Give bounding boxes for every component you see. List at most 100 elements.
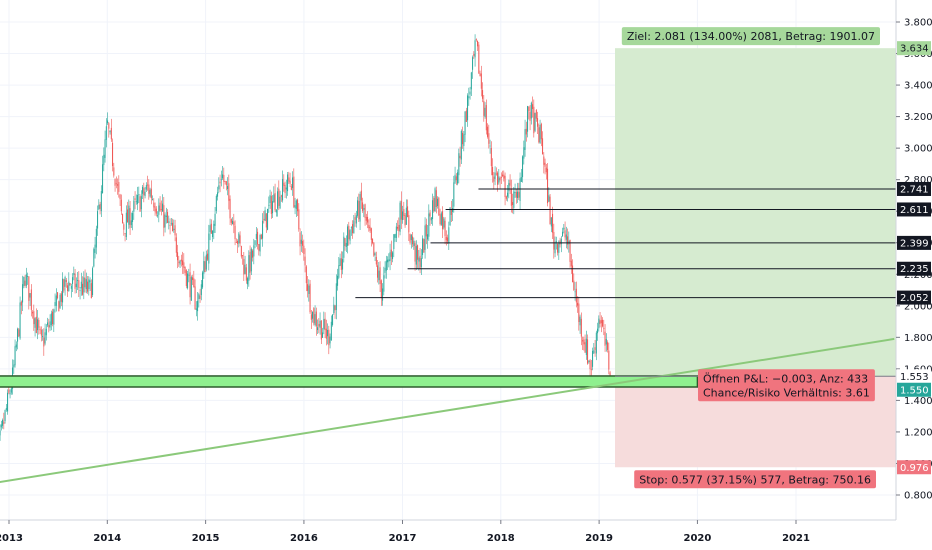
candle-body [350, 227, 352, 229]
candle-body [179, 260, 181, 265]
candle-body [297, 199, 299, 212]
candle-body [463, 134, 465, 147]
candle-body [39, 328, 41, 331]
candle-body [173, 228, 175, 231]
candle-body [508, 183, 510, 192]
candle-body [585, 338, 587, 356]
candle-body [284, 184, 286, 194]
candle-body [494, 172, 496, 179]
candle-body [399, 202, 401, 232]
candle-body [28, 276, 30, 301]
candle-body [563, 227, 565, 230]
candle-body [435, 190, 437, 208]
candle-body [522, 156, 524, 178]
candle-body [80, 281, 82, 289]
candle-body [3, 421, 5, 424]
candle-body [150, 188, 152, 199]
support-zone[interactable] [0, 375, 699, 388]
candle-body [107, 120, 109, 124]
candle-body [34, 318, 36, 328]
candle-body [250, 248, 252, 272]
candle-body [415, 246, 417, 265]
candle-body [117, 184, 119, 186]
trendline[interactable] [0, 337, 895, 484]
candle-body [404, 215, 406, 226]
candle-body [504, 176, 506, 197]
candle-body [593, 350, 595, 354]
price-axis-tick: 3.400 [904, 81, 932, 92]
candle-body [240, 245, 242, 257]
candle-body [30, 289, 32, 310]
candle-body [227, 186, 229, 189]
candle-body [132, 213, 134, 222]
candle-body [369, 226, 371, 231]
candle-body [160, 208, 162, 210]
candle-body [29, 293, 31, 298]
candle-body [410, 234, 412, 241]
target-label-box[interactable]: Ziel: 2.081 (134.00%) 2081, Betrag: 1901… [621, 27, 880, 46]
candle-body [17, 328, 19, 342]
level-tag [897, 261, 931, 276]
candle-body [82, 283, 84, 295]
candle-body [247, 278, 249, 285]
candle-body [85, 279, 87, 290]
candle-body [60, 293, 62, 302]
candle-body [288, 177, 290, 182]
candle-body [605, 338, 607, 345]
candle-body [304, 256, 306, 266]
candle-body [569, 239, 571, 262]
candle-body [104, 139, 106, 158]
candle-body [315, 311, 317, 327]
pnl-label-box[interactable]: Öffnen P&L: −0.003, Anz: 433 Chance/Risi… [698, 369, 875, 402]
candle-body [48, 325, 50, 328]
candle-body [565, 234, 567, 240]
candle-body [520, 177, 522, 182]
candle-body [345, 242, 347, 247]
candle-body [110, 127, 112, 140]
time-axis-bg [0, 520, 896, 550]
level-tag-label: 2.399 [900, 238, 929, 249]
candle-body [573, 280, 575, 291]
candle-body [467, 95, 469, 121]
candle-body [519, 178, 521, 202]
candle-body [63, 279, 65, 291]
candle-body [134, 198, 136, 201]
candle-body [352, 224, 354, 234]
candle-body [19, 302, 21, 339]
candle-body [259, 235, 261, 252]
candle-body [87, 281, 89, 292]
candle-body [35, 316, 37, 333]
candle-body [83, 277, 85, 293]
candle-body [188, 274, 190, 276]
candle-body [550, 217, 552, 227]
stop-label-box[interactable]: Stop: 0.577 (37.15%) 577, Betrag: 750.16 [634, 470, 876, 489]
candle-body [93, 249, 95, 267]
candle-body [223, 174, 225, 182]
position-price-tag-label: 1.550 [900, 385, 929, 396]
target-zone [615, 48, 896, 377]
candle-body [334, 305, 336, 311]
candle-body [483, 100, 485, 116]
candle-body [364, 204, 366, 218]
candle-body [274, 193, 276, 211]
candle-body [217, 192, 219, 197]
candle-body [165, 215, 167, 218]
candle-body [198, 294, 200, 300]
candle-body [529, 111, 531, 121]
candle-body [23, 276, 25, 286]
candle-body [285, 187, 287, 190]
candle-body [294, 205, 296, 208]
candle-body [2, 419, 4, 426]
candle-body [115, 183, 117, 185]
candle-body [418, 257, 420, 262]
candle-body [244, 264, 246, 274]
candle-body [558, 242, 560, 253]
level-tag-label: 2.235 [900, 264, 929, 275]
candle-body [298, 209, 300, 230]
price-axis-tick: 3.800 [904, 18, 932, 29]
candle-body [594, 347, 596, 350]
candle-body [222, 174, 224, 179]
candle-body [434, 188, 436, 212]
candle-body [359, 194, 361, 222]
